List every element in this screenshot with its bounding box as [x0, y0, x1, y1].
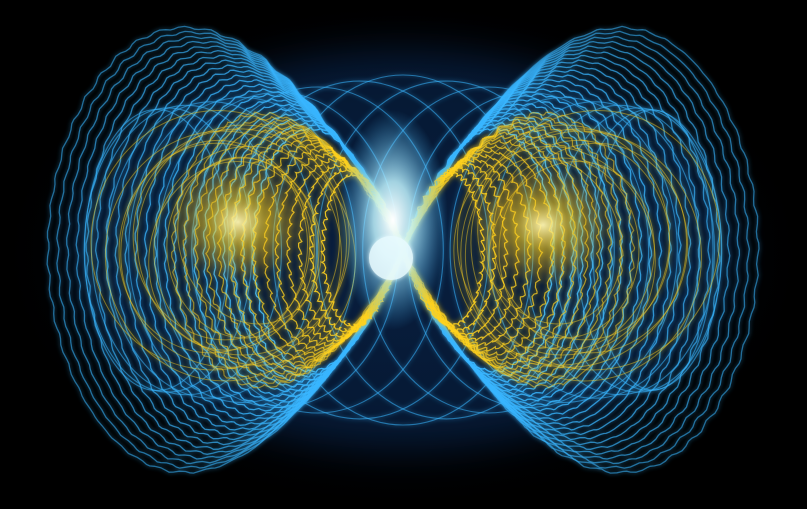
outer-field-line	[401, 54, 702, 446]
outer-field-line	[75, 40, 404, 460]
outer-field-line	[124, 64, 405, 436]
outer-ring-line	[105, 101, 318, 399]
inner-swirl-line	[456, 124, 670, 356]
yellow-lobe-glow	[168, 162, 308, 282]
outer-field-line	[134, 69, 405, 431]
outer-field-line	[143, 74, 405, 426]
inner-swirl-line	[166, 157, 320, 339]
yellow-lobe-glow	[473, 165, 613, 285]
outer-field-line	[402, 64, 682, 436]
outer-field-line	[66, 35, 405, 465]
inner-field-line	[403, 111, 636, 389]
outer-field-line	[402, 40, 731, 460]
inner-swirl-line	[118, 142, 309, 354]
outer-field-line	[403, 74, 663, 426]
inner-swirl-line	[90, 110, 341, 371]
outer-field-line	[403, 30, 751, 469]
outer-field-line	[46, 25, 405, 474]
inner-swirl-line	[460, 128, 688, 368]
outer-field-line	[56, 30, 405, 469]
glow-cores	[168, 110, 613, 330]
outer-field-line	[401, 45, 721, 455]
inner-field-line	[170, 111, 405, 389]
outer-field-line	[163, 83, 404, 417]
outer-field-line	[401, 98, 614, 402]
outer-field-line	[403, 25, 760, 474]
outer-ring-line	[449, 96, 678, 404]
center-core-glow	[338, 110, 448, 330]
inner-swirl-line	[477, 156, 622, 325]
inner-swirl-line	[453, 145, 656, 366]
inner-swirl-line	[120, 128, 348, 368]
center-bright-spot	[369, 236, 413, 280]
outer-field-line	[403, 69, 672, 431]
inner-swirl-line	[470, 110, 721, 371]
outer-field-line	[403, 35, 741, 465]
inner-swirl-line	[177, 156, 322, 325]
inner-swirl-line	[464, 130, 702, 382]
inner-swirl-line	[148, 161, 315, 351]
inner-swirl-line	[132, 139, 311, 341]
